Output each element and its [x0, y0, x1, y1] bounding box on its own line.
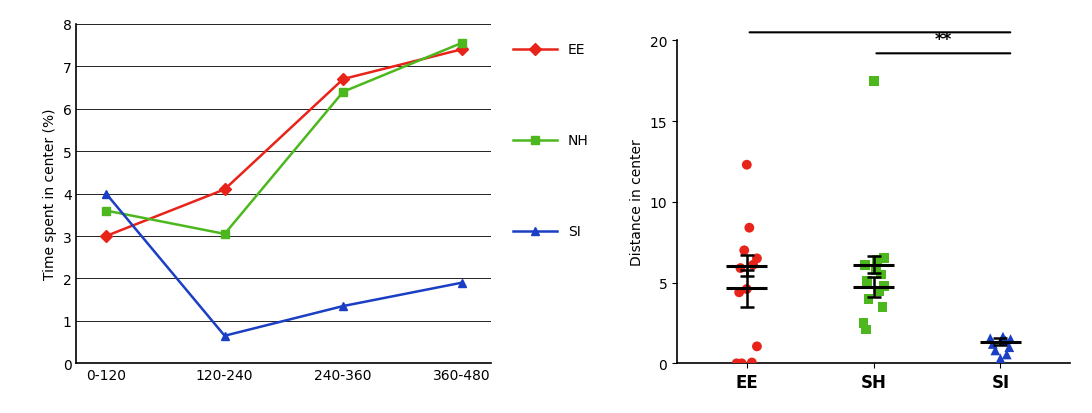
Text: NH: NH — [568, 133, 589, 147]
Text: **: ** — [935, 31, 952, 50]
Y-axis label: Distance in center: Distance in center — [630, 139, 644, 266]
Point — [855, 320, 873, 326]
Point — [984, 341, 1001, 347]
Point — [870, 287, 888, 294]
Point — [998, 351, 1016, 358]
Point — [1000, 344, 1018, 351]
Point — [873, 272, 890, 278]
Point — [748, 343, 765, 350]
Point — [732, 265, 749, 272]
Point — [733, 360, 750, 367]
Point — [874, 304, 891, 311]
Point — [997, 337, 1014, 344]
Y-axis label: Time spent in center (%): Time spent in center (%) — [44, 109, 57, 280]
Point — [875, 255, 892, 262]
Point — [740, 225, 758, 231]
Point — [865, 78, 882, 85]
Point — [731, 289, 748, 296]
Point — [728, 360, 746, 367]
Point — [868, 257, 886, 263]
Point — [986, 347, 1004, 354]
Point — [748, 255, 765, 262]
Point — [858, 278, 876, 285]
Point — [857, 326, 875, 333]
Point — [875, 283, 892, 290]
Point — [1001, 336, 1019, 343]
Point — [983, 363, 1000, 370]
Point — [745, 262, 762, 268]
Point — [867, 267, 885, 273]
Point — [744, 359, 761, 366]
Point — [992, 355, 1009, 362]
Point — [738, 162, 756, 169]
Text: EE: EE — [568, 43, 585, 57]
Point — [738, 286, 756, 293]
Point — [982, 335, 999, 342]
Point — [856, 262, 874, 268]
Point — [859, 296, 877, 302]
Point — [994, 334, 1011, 340]
Point — [736, 247, 753, 254]
Text: SI: SI — [568, 224, 581, 238]
